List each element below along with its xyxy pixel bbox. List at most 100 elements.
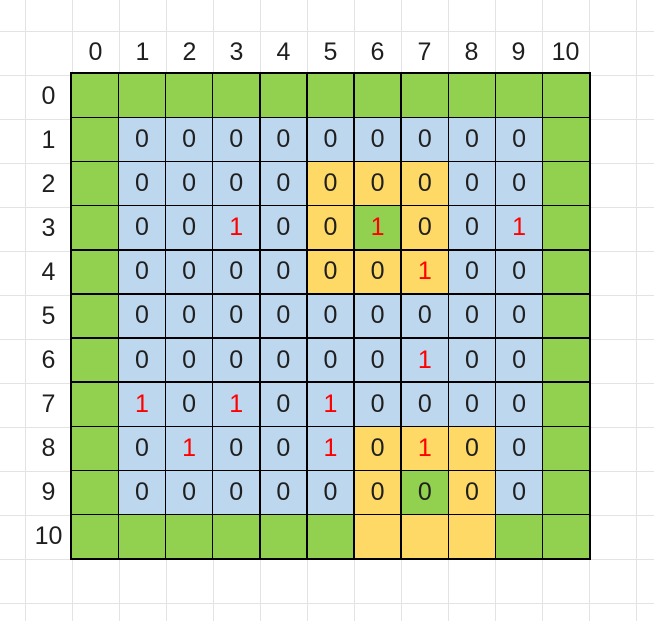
grid-cell-r8-c7[interactable]: 1 [401,427,448,470]
grid-cell-r2-c6[interactable]: 0 [354,162,401,205]
grid-cell-r7-c7[interactable]: 0 [401,382,448,426]
grid-cell-r7-c3[interactable]: 1 [213,382,260,426]
row-header-2[interactable]: 2 [41,169,56,198]
grid-cell-r10-c5[interactable] [307,515,354,558]
grid-cell-r2-c3[interactable]: 0 [213,162,260,205]
grid-cell-r6-c6[interactable]: 0 [354,338,401,382]
column-header-10[interactable]: 10 [551,38,580,66]
grid-cell-r9-c9[interactable]: 0 [496,471,542,514]
grid-cell-r5-c2[interactable]: 0 [166,294,212,338]
grid-cell-r8-c1[interactable]: 0 [119,427,165,470]
grid-cell-r5-c5[interactable]: 0 [307,294,354,338]
grid-cell-r5-c6[interactable]: 0 [354,294,401,338]
column-header-9[interactable]: 9 [511,38,526,66]
grid-cell-r4-c3[interactable]: 0 [213,250,260,294]
grid-cell-r9-c0[interactable] [72,471,118,514]
grid-cell-r0-c3[interactable] [213,74,260,117]
row-header-1[interactable]: 1 [41,125,56,154]
grid-cell-r4-c5[interactable]: 0 [307,250,354,294]
grid-cell-r3-c5[interactable]: 0 [307,206,354,250]
grid-cell-r3-c6[interactable]: 1 [354,206,401,250]
grid-cell-r9-c8[interactable]: 0 [449,471,495,514]
grid-cell-r3-c7[interactable]: 0 [401,206,448,250]
grid-cell-r9-c3[interactable]: 0 [213,471,260,514]
grid-cell-r4-c9[interactable]: 0 [496,250,542,294]
grid-cell-r0-c8[interactable] [449,74,495,117]
grid-cell-r2-c5[interactable]: 0 [307,162,354,205]
grid-cell-r3-c0[interactable] [72,206,118,250]
row-header-7[interactable]: 7 [41,389,56,418]
grid-cell-r3-c8[interactable]: 0 [449,206,495,250]
grid-cell-r3-c1[interactable]: 0 [119,206,165,250]
grid-cell-r0-c10[interactable] [543,74,589,117]
grid-cell-r4-c10[interactable] [543,250,589,294]
row-header-5[interactable]: 5 [41,301,56,330]
grid-cell-r9-c1[interactable]: 0 [119,471,165,514]
column-header-8[interactable]: 8 [464,38,479,66]
grid-cell-r10-c1[interactable] [119,515,165,558]
grid-cell-r1-c3[interactable]: 0 [213,118,260,161]
grid-cell-r0-c4[interactable] [260,74,307,117]
grid-cell-r9-c2[interactable]: 0 [166,471,212,514]
grid-cell-r2-c8[interactable]: 0 [449,162,495,205]
grid-cell-r7-c2[interactable]: 0 [166,382,212,426]
column-header-1[interactable]: 1 [135,38,150,66]
grid-cell-r0-c6[interactable] [354,74,401,117]
grid-cell-r1-c4[interactable]: 0 [260,118,307,161]
grid-cell-r1-c1[interactable]: 0 [119,118,165,161]
grid-cell-r1-c6[interactable]: 0 [354,118,401,161]
grid-cell-r4-c8[interactable]: 0 [449,250,495,294]
grid-cell-r8-c10[interactable] [543,427,589,470]
grid-cell-r5-c9[interactable]: 0 [496,294,542,338]
grid-cell-r7-c0[interactable] [72,382,118,426]
grid-cell-r3-c10[interactable] [543,206,589,250]
grid-cell-r6-c0[interactable] [72,338,118,382]
row-header-0[interactable]: 0 [41,81,56,110]
grid-cell-r6-c10[interactable] [543,338,589,382]
row-header-6[interactable]: 6 [41,345,56,374]
row-header-3[interactable]: 3 [41,213,56,242]
grid-cell-r5-c7[interactable]: 0 [401,294,448,338]
grid-cell-r5-c4[interactable]: 0 [260,294,307,338]
grid-cell-r10-c8[interactable] [449,515,495,558]
grid-cell-r1-c0[interactable] [72,118,118,161]
grid-cell-r0-c1[interactable] [119,74,165,117]
grid-cell-r7-c4[interactable]: 0 [260,382,307,426]
grid-cell-r7-c10[interactable] [543,382,589,426]
grid-cell-r7-c5[interactable]: 1 [307,382,354,426]
grid-cell-r5-c1[interactable]: 0 [119,294,165,338]
grid-cell-r0-c7[interactable] [401,74,448,117]
grid-cell-r7-c1[interactable]: 1 [119,382,165,426]
grid-cell-r8-c6[interactable]: 0 [354,427,401,470]
grid-cell-r10-c0[interactable] [72,515,118,558]
grid-cell-r1-c5[interactable]: 0 [307,118,354,161]
grid-cell-r6-c4[interactable]: 0 [260,338,307,382]
grid-cell-r8-c2[interactable]: 1 [166,427,212,470]
grid-cell-r1-c2[interactable]: 0 [166,118,212,161]
grid-cell-r6-c8[interactable]: 0 [449,338,495,382]
grid-cell-r1-c9[interactable]: 0 [496,118,542,161]
grid-cell-r0-c2[interactable] [166,74,212,117]
grid-cell-r8-c5[interactable]: 1 [307,427,354,470]
grid-cell-r8-c4[interactable]: 0 [260,427,307,470]
grid-cell-r7-c8[interactable]: 0 [449,382,495,426]
grid-cell-r8-c8[interactable]: 0 [449,427,495,470]
grid-cell-r4-c4[interactable]: 0 [260,250,307,294]
grid-cell-r10-c6[interactable] [354,515,401,558]
grid-cell-r4-c7[interactable]: 1 [401,250,448,294]
row-header-9[interactable]: 9 [41,477,56,506]
column-header-3[interactable]: 3 [229,38,244,66]
grid-cell-r0-c5[interactable] [307,74,354,117]
column-header-6[interactable]: 6 [370,38,385,66]
grid-cell-r3-c2[interactable]: 0 [166,206,212,250]
column-header-4[interactable]: 4 [276,38,291,66]
grid-cell-r8-c3[interactable]: 0 [213,427,260,470]
grid-cell-r6-c1[interactable]: 0 [119,338,165,382]
grid-cell-r9-c4[interactable]: 0 [260,471,307,514]
column-header-5[interactable]: 5 [323,38,338,66]
grid-cell-r3-c3[interactable]: 1 [213,206,260,250]
grid-cell-r2-c10[interactable] [543,162,589,205]
grid-cell-r7-c6[interactable]: 0 [354,382,401,426]
grid-cell-r0-c0[interactable] [72,74,118,117]
grid-cell-r7-c9[interactable]: 0 [496,382,542,426]
